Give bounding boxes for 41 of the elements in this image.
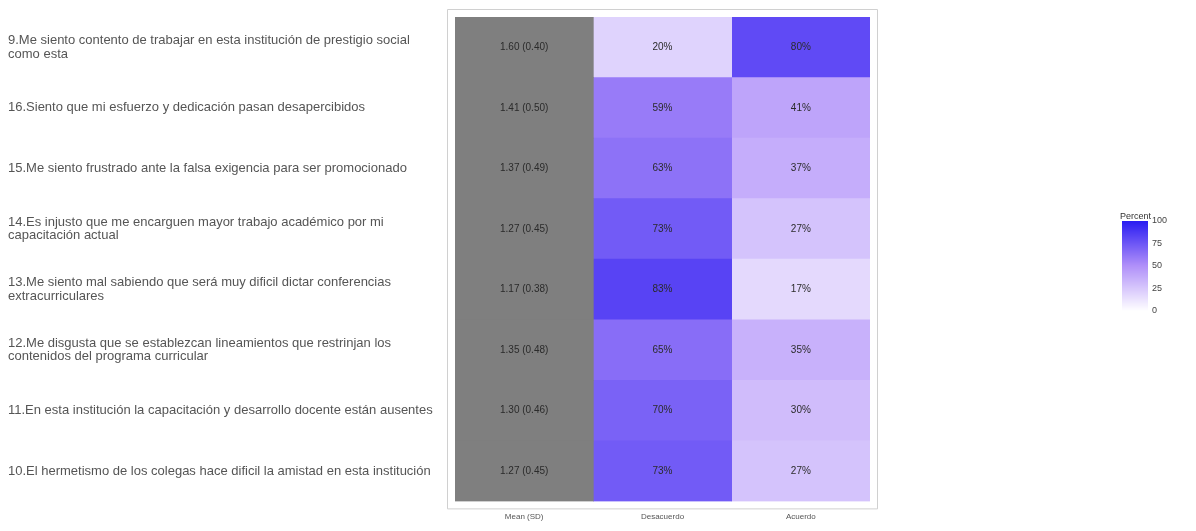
y-tick-label: 12.Me disgusta que se establezcan lineamientos que restrinjan los contenidos del programa curricular bbox=[8, 334, 392, 364]
data-label: 41% bbox=[790, 101, 811, 113]
y-tick-label: 16.Siento que mi esfuerzo y dedicación pasan desapercibidos bbox=[8, 99, 366, 115]
y-tick-label: 10.El hermetismo de los colegas hace dificil la amistad en esta institución bbox=[8, 462, 431, 478]
data-label: 27% bbox=[790, 464, 811, 476]
data-label: 73% bbox=[652, 464, 673, 476]
data-label: 70% bbox=[652, 404, 673, 416]
y-tick-label: 9.Me siento contento de trabajar en esta institución de prestigio social como esta bbox=[8, 32, 410, 61]
text: 1.17 (0.38) bbox=[499, 283, 549, 295]
text: 1.27 (0.45) bbox=[499, 464, 549, 476]
color-bar-label: 25 bbox=[1152, 282, 1163, 293]
data-label: 65% bbox=[652, 343, 673, 355]
text: 1.30 (0.46) bbox=[499, 404, 549, 416]
text: 1.27 (0.45) bbox=[499, 222, 549, 234]
data-label: 17% bbox=[790, 283, 811, 295]
y-tick-label: 15.Me siento frustrado ante la falsa exigencia para ser promocionado bbox=[8, 159, 407, 175]
data-label: 63% bbox=[652, 162, 673, 174]
data-label: 30% bbox=[790, 404, 811, 416]
x-tick-label: Mean (SD) bbox=[504, 512, 544, 522]
x-tick-label: Desacuerdo bbox=[640, 512, 685, 522]
data-label: 59% bbox=[652, 101, 673, 113]
text: 1.35 (0.48) bbox=[499, 343, 549, 355]
data-label: 37% bbox=[790, 162, 811, 174]
text: 1.41 (0.50) bbox=[499, 101, 549, 113]
color-bar-label: 75 bbox=[1152, 237, 1163, 248]
data-label: 20% bbox=[652, 41, 673, 53]
color-bar-label: 50 bbox=[1152, 260, 1163, 271]
y-tick-label: 14.Es injusto que me encarguen mayor trabajo académico por mi capacitación actual bbox=[8, 213, 384, 243]
x-tick-label: Acuerdo bbox=[785, 512, 817, 522]
data-label: 80% bbox=[790, 41, 811, 53]
text: 1.37 (0.49) bbox=[499, 162, 549, 174]
data-label: 83% bbox=[652, 283, 673, 295]
data-label: 35% bbox=[790, 343, 811, 355]
color-bar-label: 100 bbox=[1152, 215, 1168, 226]
y-tick-label: 11.En esta institución la capacitación y desarrollo docente están ausentes bbox=[8, 402, 434, 418]
data-label: 27% bbox=[790, 222, 811, 234]
y-tick-label: 13.Me siento mal sabiendo que será muy dificil dictar conferencias extracurriculares bbox=[8, 274, 392, 303]
color-bar-title: Percent bbox=[1120, 210, 1152, 221]
color-bar-label: 0 bbox=[1152, 305, 1158, 316]
data-label: 73% bbox=[652, 222, 673, 234]
text: 1.60 (0.40) bbox=[499, 41, 549, 53]
